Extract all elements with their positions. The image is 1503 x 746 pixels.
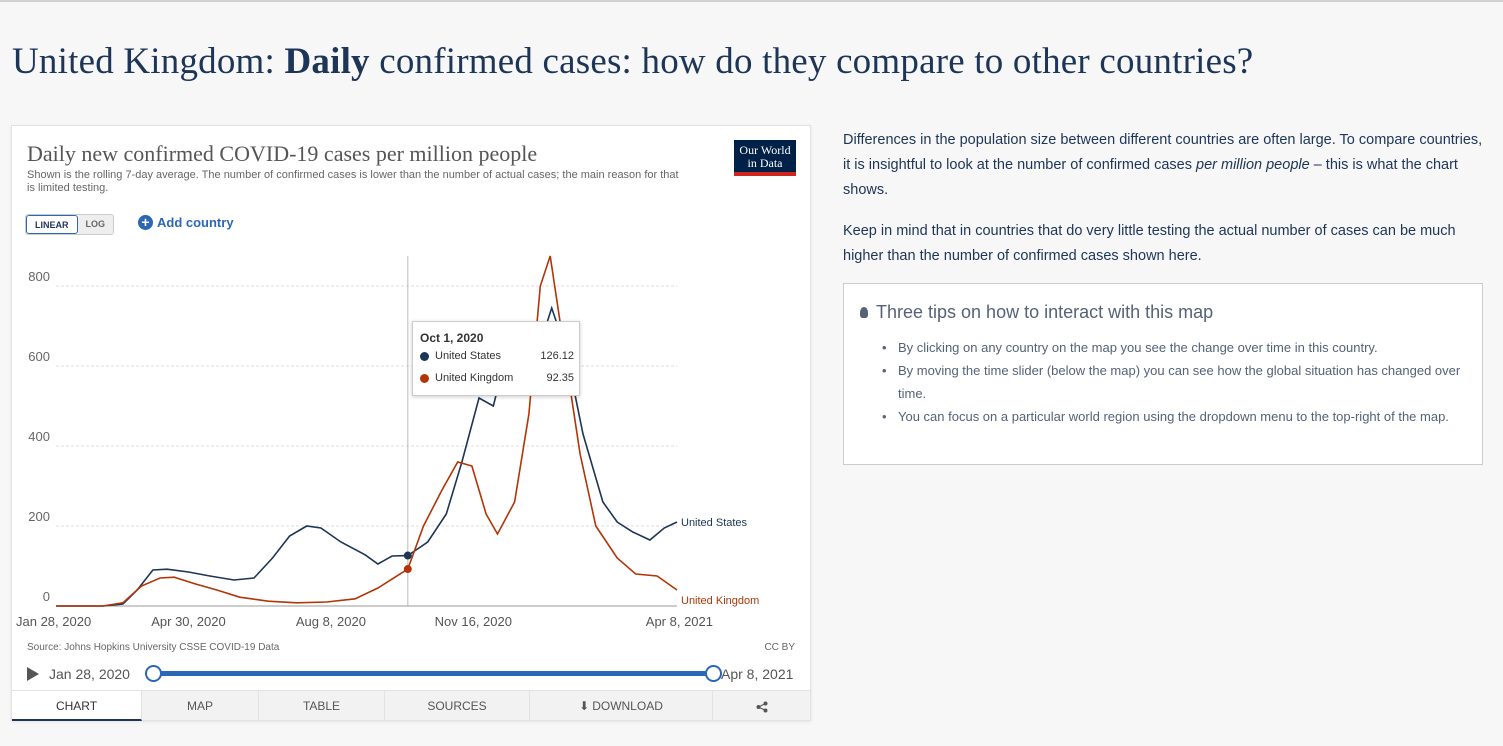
chart-title: Daily new confirmed COVID-19 cases per m… <box>27 141 538 166</box>
tip-item: By moving the time slider (below the map… <box>882 359 1472 405</box>
tab-chart[interactable]: CHART <box>12 691 142 721</box>
chart-card: Daily new confirmed COVID-19 cases per m… <box>11 125 811 721</box>
tip-item: By clicking on any country on the map yo… <box>882 336 1472 359</box>
plus-icon: + <box>138 215 153 230</box>
article-p1-a: Differences in the population size betwe… <box>843 132 1483 173</box>
article-paragraph-1: Differences in the population size betwe… <box>843 128 1483 203</box>
chart-subtitle: Shown is the rolling 7-day average. The … <box>27 169 679 194</box>
scale-toggle: LINEAR LOG <box>25 214 114 235</box>
tooltip-date: Oct 1, 2020 <box>420 331 484 345</box>
x-tick-label: Apr 30, 2020 <box>151 614 225 629</box>
series-end-label: United Kingdom <box>681 595 759 607</box>
timeline-track[interactable] <box>145 665 722 682</box>
tab-map[interactable]: MAP <box>142 691 259 721</box>
chart-license[interactable]: CC BY <box>764 642 795 653</box>
chart-source[interactable]: Source: Johns Hopkins University CSSE CO… <box>27 642 280 653</box>
tooltip-dot-uk <box>420 373 429 383</box>
series-end-label: United States <box>681 517 748 529</box>
share-icon <box>756 701 767 713</box>
y-tick-label: 200 <box>28 509 50 524</box>
tips-title-text: Three tips on how to interact with this … <box>876 302 1214 322</box>
tooltip-value-us: 126.12 <box>540 350 574 362</box>
tab-table[interactable]: TABLE <box>259 691 385 721</box>
page-title: United Kingdom: Daily confirmed cases: h… <box>12 40 1253 83</box>
tab-download-label: DOWNLOAD <box>592 699 663 713</box>
tooltip-row-uk: United Kingdom 92.35 <box>420 372 574 384</box>
page-title-bold: Daily <box>284 41 370 82</box>
y-tick-label: 600 <box>28 349 50 364</box>
logo-line2: in Data <box>747 156 783 170</box>
lightbulb-icon <box>860 307 868 318</box>
article-paragraph-2: Keep in mind that in countries that do v… <box>843 223 1456 264</box>
tip-item: You can focus on a particular world regi… <box>882 405 1472 428</box>
article-p1-em: per million people <box>1196 157 1310 173</box>
tooltip-name-us: United States <box>435 350 502 362</box>
timeline-fill <box>153 671 715 676</box>
chart-tabs: CHART MAP TABLE SOURCES ⬇ DOWNLOAD <box>12 690 810 721</box>
tab-download[interactable]: ⬇ DOWNLOAD <box>530 691 713 721</box>
scale-log-button[interactable]: LOG <box>77 215 113 234</box>
series-line-united-states <box>56 305 678 607</box>
page-title-suffix: confirmed cases: how do they compare to … <box>369 41 1254 82</box>
highlight-point <box>403 551 412 560</box>
article-text: Differences in the population size betwe… <box>843 128 1483 285</box>
tooltip-row-us: United States 126.12 <box>420 350 574 362</box>
page-title-prefix: United Kingdom: <box>12 41 285 82</box>
y-tick-label: 800 <box>28 269 50 284</box>
y-tick-label: 0 <box>43 589 50 604</box>
tooltip-value-uk: 92.35 <box>546 372 574 384</box>
add-country-label: Add country <box>157 215 234 230</box>
timeline-start-handle[interactable] <box>145 665 162 682</box>
y-tick-label: 400 <box>28 429 50 444</box>
timeline: Jan 28, 2020 Apr 8, 2021 <box>25 663 800 685</box>
play-icon[interactable] <box>27 667 39 681</box>
x-tick-label: Apr 8, 2021 <box>646 614 713 629</box>
highlight-point <box>403 565 412 574</box>
tooltip-dot-us <box>420 351 429 361</box>
chart-tooltip: Oct 1, 2020 United States 126.12 United … <box>412 321 580 396</box>
series-line-united-kingdom <box>56 255 678 607</box>
top-divider <box>0 0 1503 2</box>
tab-share[interactable] <box>713 691 810 721</box>
scale-linear-button[interactable]: LINEAR <box>26 215 78 234</box>
article-p1-b: – this is what the chart shows. <box>843 157 1458 198</box>
tab-sources[interactable]: SOURCES <box>385 691 530 721</box>
line-chart[interactable]: 0 200 400 600 800 Jan 28, 2020 Apr 30, 2020 Aug… <box>12 126 810 636</box>
x-tick-label: Jan 28, 2020 <box>16 614 91 629</box>
download-icon: ⬇ <box>579 699 590 713</box>
tips-title: Three tips on how to interact with this … <box>860 302 1213 323</box>
x-tick-label: Nov 16, 2020 <box>435 614 512 629</box>
timeline-end-label: Apr 8, 2021 <box>721 666 794 682</box>
tips-box: Three tips on how to interact with this … <box>843 283 1483 465</box>
owid-logo[interactable]: Our World in Data <box>734 140 796 176</box>
timeline-end-handle[interactable] <box>705 665 722 682</box>
tips-list: By clicking on any country on the map yo… <box>882 336 1472 428</box>
timeline-start-label: Jan 28, 2020 <box>49 666 130 682</box>
x-tick-label: Aug 8, 2020 <box>296 614 366 629</box>
tooltip-name-uk: United Kingdom <box>435 372 514 384</box>
logo-line1: Our World <box>739 143 791 157</box>
add-country-button[interactable]: + Add country <box>138 215 234 230</box>
